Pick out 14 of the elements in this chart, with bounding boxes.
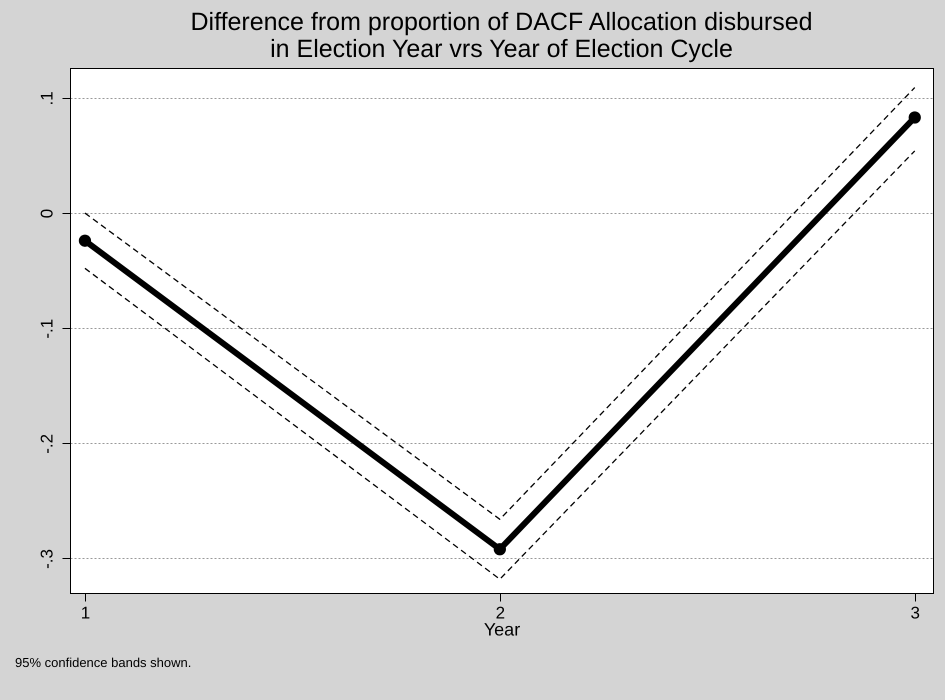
point <box>494 543 506 556</box>
y-tick-label: -.1 <box>38 318 56 339</box>
point <box>908 111 921 124</box>
x-tick-label: 1 <box>80 604 90 622</box>
y-tick-label: 0 <box>38 208 56 218</box>
y-tick-label: .1 <box>38 91 56 106</box>
x-tick-label: 2 <box>496 604 506 622</box>
x-axis-title: Year <box>484 620 520 640</box>
point <box>78 234 92 247</box>
y-tick-label: -.3 <box>38 549 56 569</box>
text: 95% confidence bands shown. <box>15 655 192 670</box>
y-tick-label: -.2 <box>38 434 56 454</box>
x-tick-label: 3 <box>910 604 920 622</box>
chart-title: Difference from proportion of DACF Allocation disbursed in Election Year vrs Year of Election Cycle <box>190 8 813 63</box>
